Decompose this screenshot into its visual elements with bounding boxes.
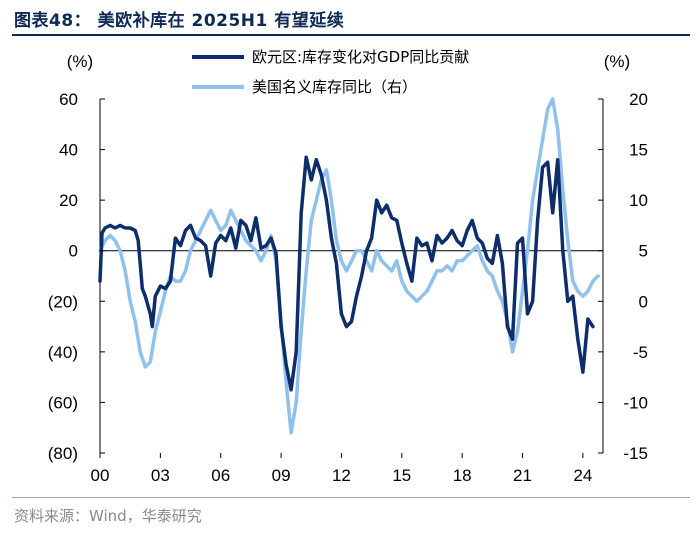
x-tick-label: 00: [91, 466, 110, 485]
left-tick-label: (80): [48, 444, 78, 463]
right-tick-label: 15: [629, 141, 648, 160]
left-tick-label: 60: [59, 90, 78, 109]
left-tick-label: 20: [59, 191, 78, 210]
left-unit-label: (%): [67, 52, 93, 71]
right-tick-label: -10: [623, 393, 648, 412]
x-tick-label: 18: [453, 466, 472, 485]
footer-divider: [12, 497, 690, 498]
right-tick-label: 0: [639, 292, 648, 311]
right-tick-label: 5: [639, 242, 648, 261]
x-tick-label: 24: [573, 466, 592, 485]
chart-series: [98, 97, 600, 435]
right-unit-label: (%): [604, 52, 630, 71]
chart-ticks: 60 40 20 0 (20) (40) (60) (80) 20 15 10 5 0 -5 -10 -15 0…: [48, 52, 648, 485]
right-tick-label: 20: [629, 90, 648, 109]
chart-title: 图表48： 美欧补库在 2025H1 有望延续: [14, 11, 345, 31]
series-line-eurozone-inventory: [98, 155, 595, 392]
x-tick-label: 12: [332, 466, 351, 485]
left-tick-label: 0: [69, 242, 78, 261]
series-line-us-inventory: [98, 97, 600, 435]
right-tick-label: 10: [629, 191, 648, 210]
legend-label-us: 美国名义库存同比（右）: [252, 78, 417, 96]
right-tick-label: -5: [633, 343, 648, 362]
title-divider: [12, 34, 690, 36]
left-tick-label: 40: [59, 141, 78, 160]
left-tick-label: (60): [48, 393, 78, 412]
x-tick-label: 06: [211, 466, 230, 485]
right-tick-label: -15: [623, 444, 648, 463]
chart-axes: [99, 99, 604, 453]
source-note: 资料来源：Wind，华泰研究: [14, 507, 202, 525]
left-tick-label: (20): [48, 292, 78, 311]
x-tick-label: 09: [272, 466, 291, 485]
x-tick-label: 15: [392, 466, 411, 485]
x-tick-label: 03: [151, 466, 170, 485]
line-chart: 60 40 20 0 (20) (40) (60) (80) 20 15 10 5 0 -5 -10 -15 0…: [48, 48, 648, 485]
x-tick-label: 21: [513, 466, 532, 485]
left-tick-label: (40): [48, 343, 78, 362]
legend-label-eurozone: 欧元区:库存变化对GDP同比贡献: [252, 48, 469, 66]
